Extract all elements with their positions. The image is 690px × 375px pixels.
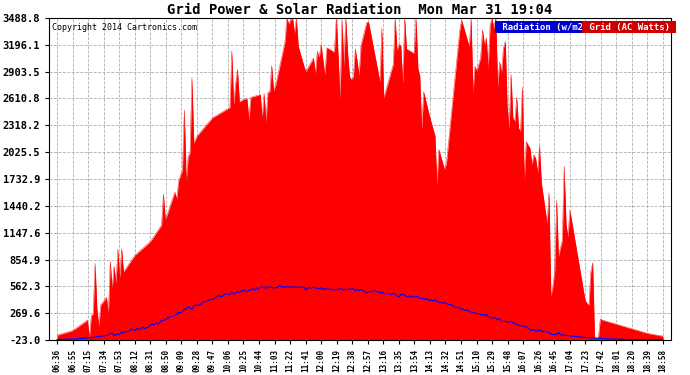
Text: Grid (AC Watts): Grid (AC Watts) — [584, 23, 675, 32]
Text: Radiation (w/m2): Radiation (w/m2) — [497, 23, 593, 32]
Title: Grid Power & Solar Radiation  Mon Mar 31 19:04: Grid Power & Solar Radiation Mon Mar 31 … — [168, 3, 553, 17]
Text: Copyright 2014 Cartronics.com: Copyright 2014 Cartronics.com — [52, 23, 197, 32]
